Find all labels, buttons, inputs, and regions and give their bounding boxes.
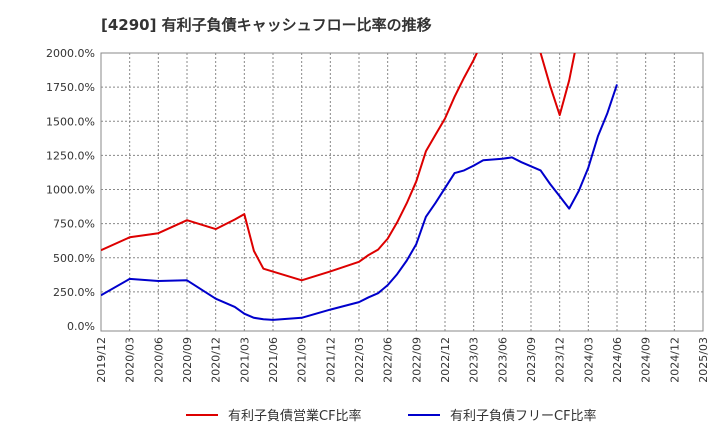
x-tick-label: 2021/12: [324, 337, 337, 383]
x-tick-label: 2024/06: [611, 337, 624, 383]
legend-label-operating-cf: 有利子負債営業CF比率: [228, 408, 362, 424]
y-tick-label: 1750.0%: [46, 81, 95, 94]
x-tick-label: 2024/09: [640, 337, 653, 383]
x-tick-label: 2024/12: [668, 337, 681, 383]
y-tick-label: 500.0%: [53, 252, 95, 265]
series-lines: [101, 53, 618, 321]
y-tick-label: 1000.0%: [46, 184, 95, 197]
x-tick-label: 2023/03: [468, 337, 481, 383]
x-tick-label: 2023/12: [554, 337, 567, 383]
x-tick-label: 2021/03: [238, 337, 251, 383]
grid-lines: [101, 52, 703, 331]
x-tick-label: 2020/09: [181, 337, 194, 383]
x-axis-tick-labels: 2019/12 2020/03 2020/06 2020/09 2020/12 2021/…: [95, 337, 710, 383]
y-axis-tick-labels: 0.0% 250.0% 500.0% 750.0% 1000.0% 1250.0% 1500…: [46, 47, 95, 333]
legend: 有利子負債営業CF比率 有利子負債フリーCF比率: [186, 408, 597, 424]
x-tick-label: 2021/06: [267, 337, 280, 383]
series-line-2: [101, 84, 618, 321]
x-tick-label: 2024/03: [582, 337, 595, 383]
x-tick-label: 2022/09: [410, 337, 423, 383]
series-line-1: [101, 53, 576, 282]
x-tick-label: 2020/12: [210, 337, 223, 383]
y-tick-label: 250.0%: [53, 286, 95, 299]
y-tick-label: 1250.0%: [46, 149, 95, 162]
x-tick-label: 2021/09: [296, 337, 309, 383]
x-tick-label: 2022/06: [382, 337, 395, 383]
x-tick-label: 2023/09: [525, 337, 538, 383]
y-tick-label: 1500.0%: [46, 115, 95, 128]
x-tick-label: 2020/06: [152, 337, 165, 383]
x-tick-label: 2025/03: [697, 337, 710, 383]
x-tick-label: 2022/12: [439, 337, 452, 383]
x-tick-label: 2020/03: [124, 337, 137, 383]
x-tick-label: 2019/12: [95, 337, 108, 383]
y-tick-label: 0.0%: [67, 320, 95, 333]
y-tick-label: 2000.0%: [46, 47, 95, 60]
y-tick-label: 750.0%: [53, 218, 95, 231]
x-tick-label: 2023/06: [496, 337, 509, 383]
chart-title: [4290] 有利子負債キャッシュフロー比率の推移: [101, 16, 432, 34]
x-tick-label: 2022/03: [353, 337, 366, 383]
legend-label-free-cf: 有利子負債フリーCF比率: [450, 408, 597, 424]
plot-area: [100, 52, 704, 332]
